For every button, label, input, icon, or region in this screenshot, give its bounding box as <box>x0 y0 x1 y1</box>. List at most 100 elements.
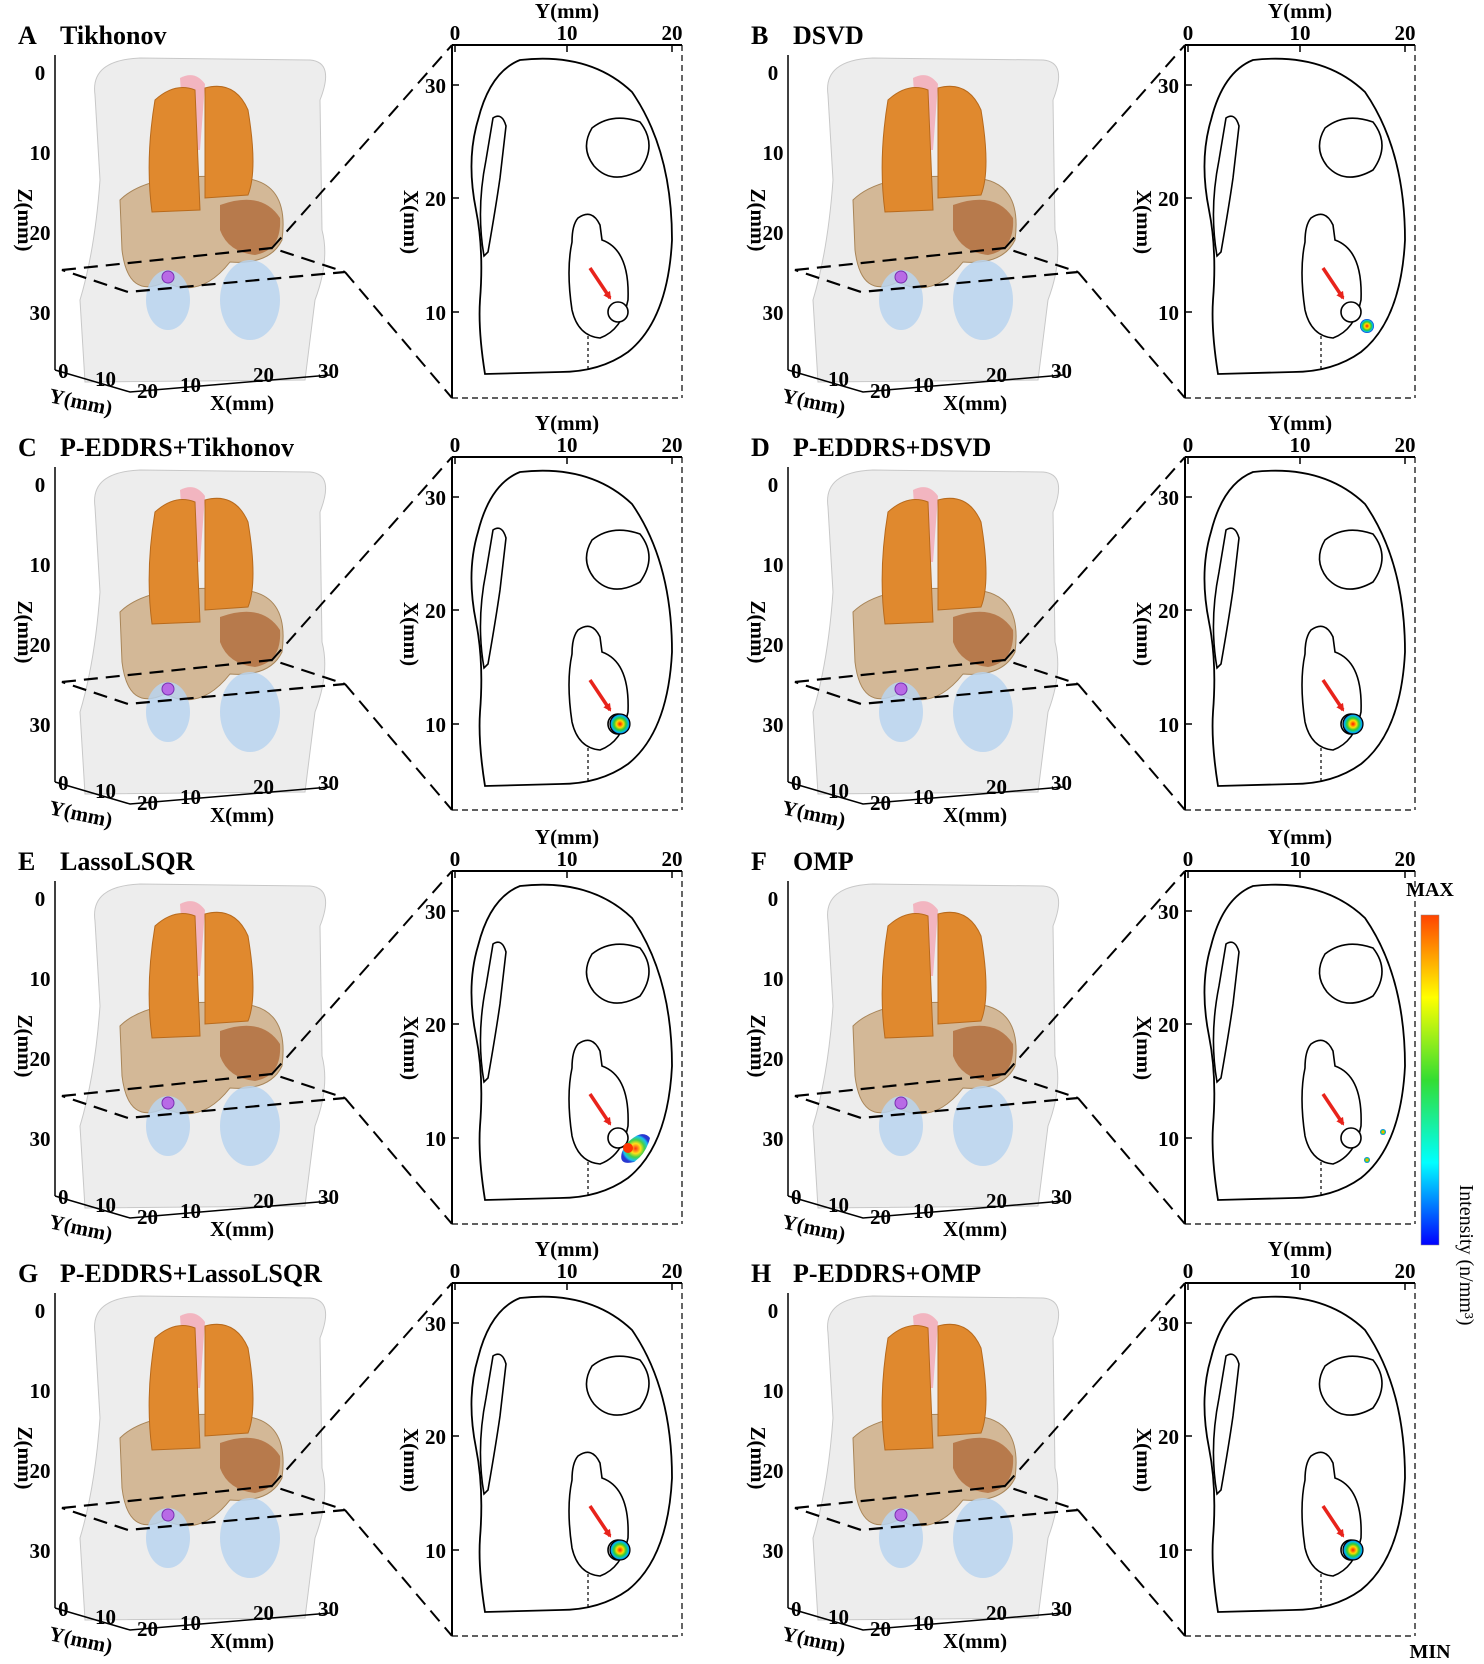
x-tick: 10 <box>913 785 934 809</box>
left-axis-label: X(mm) <box>1132 190 1156 254</box>
top-tick: 10 <box>557 433 578 457</box>
red-arrow <box>1321 1093 1345 1126</box>
z-axis-label: Z(mm) <box>13 1015 37 1078</box>
x-tick: 20 <box>986 1189 1007 1213</box>
x-axis-label: X(mm) <box>943 391 1007 415</box>
spine-outline <box>1212 115 1240 258</box>
top-tick: 0 <box>450 21 461 45</box>
z-tick: 0 <box>35 1299 46 1323</box>
zoom-line-bottom <box>344 1509 453 1637</box>
top-axis-label: Y(mm) <box>1268 825 1332 849</box>
y-tick: 10 <box>95 367 116 391</box>
red-arrow <box>588 1505 612 1538</box>
zoom-line-top <box>271 456 453 661</box>
x-tick: 10 <box>180 1611 201 1635</box>
left-lung <box>148 1325 201 1451</box>
y-tick: 0 <box>791 359 802 383</box>
z-axis-label: Z(mm) <box>746 601 770 664</box>
top-tick: 10 <box>1290 1259 1311 1283</box>
panel-letter: B <box>751 21 768 50</box>
right-lung <box>937 1323 987 1437</box>
stomach <box>220 1025 281 1081</box>
panel-letter: F <box>751 847 767 876</box>
x-axis-label: X(mm) <box>943 1217 1007 1241</box>
z-tick: 0 <box>35 887 46 911</box>
left-lung <box>881 499 934 625</box>
z-tick: 20 <box>30 1047 51 1071</box>
zoom-line-bottom <box>344 683 453 811</box>
left-tick: 30 <box>1158 486 1179 510</box>
left-kidney <box>879 1508 923 1568</box>
slice2d: 0 10 20 Y(mm) 30 20 10 X(mm) <box>1132 0 1416 399</box>
z-axis-label: Z(mm) <box>746 1427 770 1490</box>
panel-title: LassoLSQR <box>60 847 195 876</box>
tumor-marker <box>894 1096 908 1110</box>
left-tick: 30 <box>425 486 446 510</box>
true-tumor-position <box>1340 301 1362 323</box>
kidney-outline <box>1301 213 1362 339</box>
x-axis-label: X(mm) <box>210 391 274 415</box>
colorbar-gradient <box>1420 914 1440 1246</box>
y-tick: 10 <box>828 1193 849 1217</box>
spine-outline <box>479 115 507 258</box>
top-tick: 0 <box>450 1259 461 1283</box>
organ-outline <box>585 117 650 178</box>
panel-letter: D <box>751 433 770 462</box>
right-lung <box>937 85 987 199</box>
tumor-marker <box>161 1508 175 1522</box>
left-tick: 20 <box>1158 187 1179 211</box>
true-tumor-position <box>1340 1127 1362 1149</box>
right-lung <box>937 497 987 611</box>
zoom-line-top <box>1004 1282 1186 1487</box>
x-tick: 30 <box>318 1185 339 1209</box>
left-tick: 10 <box>425 301 446 325</box>
x-tick: 30 <box>318 771 339 795</box>
zoom-line-bottom <box>1077 271 1186 399</box>
slice2d: 0 10 20 Y(mm) 30 20 10 X(mm) <box>399 0 683 399</box>
z-tick: 30 <box>30 1127 51 1151</box>
right-kidney <box>220 1086 280 1166</box>
left-axis-label: X(mm) <box>1132 1428 1156 1492</box>
left-tick: 30 <box>425 1312 446 1336</box>
z-axis-label: Z(mm) <box>746 1015 770 1078</box>
x-axis-label: X(mm) <box>210 1217 274 1241</box>
panel-letter: G <box>18 1259 38 1288</box>
left-tick: 20 <box>425 599 446 623</box>
top-tick: 0 <box>1183 21 1194 45</box>
top-tick: 20 <box>1395 21 1416 45</box>
z-tick: 20 <box>763 1047 784 1071</box>
right-kidney <box>953 1086 1013 1166</box>
kidney-outline <box>568 1451 629 1577</box>
top-tick: 10 <box>1290 433 1311 457</box>
x-axis-label: X(mm) <box>210 1629 274 1653</box>
top-tick: 0 <box>1183 1259 1194 1283</box>
left-tick: 20 <box>425 1425 446 1449</box>
slice2d: 0 10 20 Y(mm) 30 20 10 X(mm) <box>1132 1237 1416 1637</box>
z-tick: 30 <box>763 301 784 325</box>
z-tick: 0 <box>768 887 779 911</box>
organ-outline <box>585 529 650 590</box>
tumor-marker <box>161 270 175 284</box>
top-axis-label: Y(mm) <box>535 1237 599 1261</box>
x-axis-label: X(mm) <box>943 1629 1007 1653</box>
body-outline <box>1203 1295 1406 1613</box>
z-tick: 0 <box>35 61 46 85</box>
top-tick: 0 <box>1183 433 1194 457</box>
left-kidney <box>879 682 923 742</box>
z-tick: 20 <box>763 1459 784 1483</box>
right-kidney <box>953 1498 1013 1578</box>
top-tick: 10 <box>557 21 578 45</box>
x-tick: 30 <box>1051 1185 1072 1209</box>
top-tick: 20 <box>662 21 683 45</box>
y-tick: 10 <box>828 367 849 391</box>
slice2d: 0 10 20 Y(mm) 30 20 10 X(mm) <box>1132 411 1416 811</box>
z-axis-label: Z(mm) <box>13 601 37 664</box>
y-tick: 20 <box>137 791 158 815</box>
left-kidney <box>146 270 190 330</box>
top-axis-label: Y(mm) <box>1268 1237 1332 1261</box>
z-tick: 20 <box>763 633 784 657</box>
tumor-marker <box>161 1096 175 1110</box>
left-kidney <box>146 682 190 742</box>
